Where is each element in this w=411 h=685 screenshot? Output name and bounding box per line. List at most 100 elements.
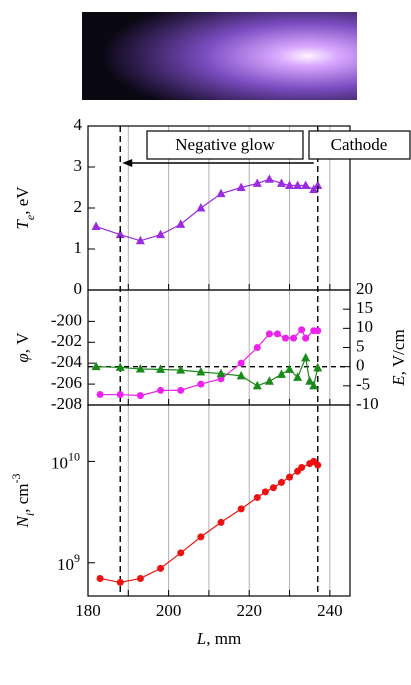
marker (252, 380, 262, 390)
marker (252, 178, 262, 187)
marker (237, 505, 245, 513)
y-axis-label-rest: , V (13, 332, 32, 354)
x-tick-label: 200 (156, 601, 182, 620)
discharge-photo (82, 12, 357, 100)
marker (285, 364, 295, 373)
marker (253, 494, 261, 502)
x-tick-label: 180 (75, 601, 101, 620)
marker (276, 369, 286, 378)
marker (305, 376, 315, 385)
marker (197, 533, 205, 541)
y-tick-exp: 9 (74, 551, 80, 565)
marker (136, 392, 144, 400)
y2-tick-label: 5 (356, 336, 365, 355)
y2-tick-label: -5 (356, 375, 370, 394)
marker (269, 484, 277, 492)
y-tick-label: 1010 (51, 449, 80, 472)
marker (115, 362, 125, 371)
arrow-head (122, 159, 133, 167)
glow-box (146, 130, 304, 160)
marker (216, 188, 226, 198)
marker (91, 361, 101, 371)
marker (116, 578, 124, 586)
marker (237, 359, 245, 367)
marker (217, 375, 225, 383)
y2-tick-label: -10 (356, 394, 379, 413)
plot-frame (87, 404, 351, 597)
y-tick-label: -206 (51, 373, 82, 392)
marker (276, 178, 286, 187)
marker (157, 564, 165, 572)
marker (196, 367, 206, 376)
y-tick-base: 10 (57, 555, 74, 574)
marker (314, 327, 322, 335)
y2-axis-label: E, V/cm (389, 329, 408, 386)
marker (290, 334, 298, 342)
marker (176, 219, 186, 228)
marker (309, 380, 319, 390)
marker (286, 473, 294, 481)
y-tick-base: 10 (51, 453, 68, 472)
marker (285, 180, 295, 189)
marker (273, 330, 281, 338)
y2-tick-label: 0 (356, 356, 365, 375)
y-axis-label-main: T (13, 219, 32, 230)
y-axis-label-rest: , eV (13, 186, 32, 215)
marker (313, 362, 323, 372)
y-axis-label-main: N (13, 514, 32, 528)
marker (301, 352, 311, 362)
y2-tick-label: 20 (356, 279, 373, 298)
y-tick-label: 3 (74, 156, 83, 175)
marker (216, 368, 226, 378)
marker (236, 370, 246, 380)
marker (298, 464, 306, 472)
y-tick-label: -202 (51, 331, 82, 350)
y-axis-label: Ni, cm-3 (9, 474, 37, 529)
marker (96, 574, 104, 582)
marker (177, 386, 185, 394)
y-tick-label: 109 (57, 551, 80, 574)
marker (293, 180, 303, 189)
marker (277, 478, 285, 486)
marker (197, 380, 205, 388)
marker (265, 330, 273, 338)
marker (298, 326, 306, 334)
marker (253, 344, 261, 351)
y-axis-label: φ, V (13, 332, 32, 363)
y-tick-exp: 10 (68, 449, 80, 463)
y-axis-label-rest: , cm (13, 484, 32, 513)
marker (301, 180, 311, 189)
series-line (95, 178, 319, 242)
marker (236, 182, 246, 191)
y-axis-label-sup: -3 (9, 474, 23, 484)
y-tick-label: -208 (51, 394, 82, 413)
y-tick-label: -200 (51, 310, 82, 329)
marker (176, 365, 186, 374)
x-tick-label: 220 (236, 601, 262, 620)
marker (264, 376, 274, 385)
x-tick-label: 240 (317, 601, 343, 620)
y-tick-label: 1 (74, 238, 83, 257)
marker (136, 574, 144, 582)
y-tick-label: 2 (74, 197, 83, 216)
marker (282, 334, 290, 342)
y-axis-label-main: φ (13, 353, 32, 362)
y-tick-label: 0 (74, 279, 83, 298)
marker (264, 174, 274, 183)
x-axis-label-rest: , mm (206, 629, 241, 648)
y-tick-label: 4 (74, 115, 83, 134)
annotation: Negative glow (175, 135, 275, 154)
cathode-box (308, 130, 411, 160)
x-axis-label-main: L (196, 629, 206, 648)
y-axis-label: Te, eV (13, 186, 37, 230)
marker (115, 229, 125, 239)
marker (135, 235, 145, 245)
marker (116, 391, 124, 399)
marker (156, 364, 166, 373)
marker (293, 372, 303, 381)
marker (96, 391, 104, 399)
y2-tick-label: 10 (356, 317, 373, 336)
marker (313, 180, 323, 189)
marker (177, 549, 185, 557)
